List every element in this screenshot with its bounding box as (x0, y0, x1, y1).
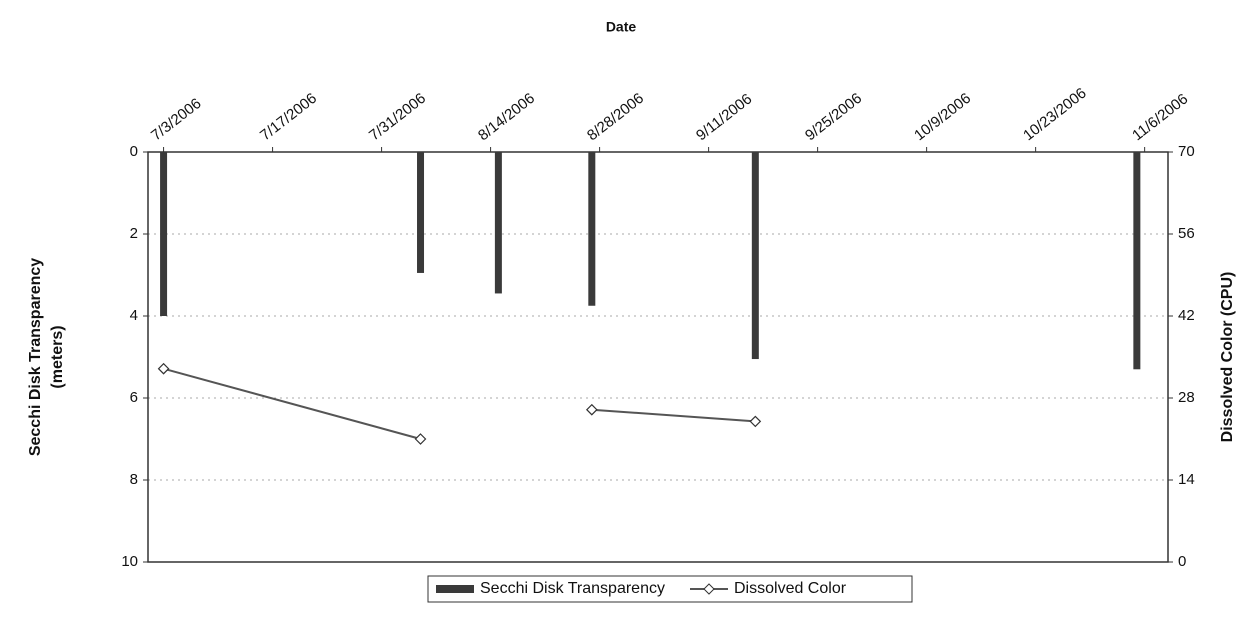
x-tick-label: 7/31/2006 (366, 90, 429, 144)
bar (588, 152, 596, 306)
marker (414, 433, 427, 445)
y-tick-label: 8 (130, 471, 138, 488)
line (163, 367, 756, 440)
legend-label: Secchi Disk Transparency (480, 580, 665, 597)
y2-tick-label: 42 (1178, 307, 1195, 324)
y2-tick-label: 56 (1178, 225, 1195, 242)
y-tick-label: 4 (130, 307, 138, 324)
marker (157, 362, 170, 375)
x-tick-label: 7/3/2006 (148, 95, 204, 144)
bar (494, 152, 502, 294)
y2-axis-title: Dissolved Color (CPU) (1219, 272, 1236, 443)
legend-swatch (436, 585, 474, 593)
marker (585, 403, 598, 416)
x-tick-label: 10/9/2006 (911, 90, 974, 144)
y2-tick-label: 0 (1178, 553, 1186, 570)
y2-tick-label: 14 (1178, 471, 1195, 488)
bar (160, 152, 168, 316)
y2-tick-label: 70 (1178, 143, 1195, 160)
x-tick-label: 8/28/2006 (584, 90, 647, 144)
marker (749, 415, 762, 428)
bar (751, 152, 759, 360)
x-axis-title: Date (606, 19, 637, 35)
x-tick-label: 8/14/2006 (475, 90, 538, 144)
y-tick-label: 6 (130, 389, 138, 406)
legend-label: Dissolved Color (734, 580, 847, 597)
y2-tick-label: 28 (1178, 389, 1195, 406)
y-axis-title: (meters) (49, 325, 66, 388)
plot-frame (147, 151, 1169, 563)
y-tick-label: 2 (130, 225, 138, 242)
bar (1133, 152, 1141, 370)
x-tick-label: 10/23/2006 (1020, 85, 1090, 145)
legend-marker (703, 583, 715, 595)
legend-box (427, 575, 913, 603)
y-tick-label: 0 (130, 143, 138, 160)
y-tick-label: 10 (121, 553, 138, 570)
y-axis-title: Secchi Disk Transparency (27, 258, 44, 456)
bar (417, 152, 425, 273)
x-tick-label: 9/11/2006 (693, 90, 755, 144)
x-tick-label: 7/17/2006 (257, 90, 320, 144)
x-tick-label: 9/25/2006 (802, 90, 865, 144)
x-tick-label: 11/6/2006 (1129, 90, 1191, 144)
